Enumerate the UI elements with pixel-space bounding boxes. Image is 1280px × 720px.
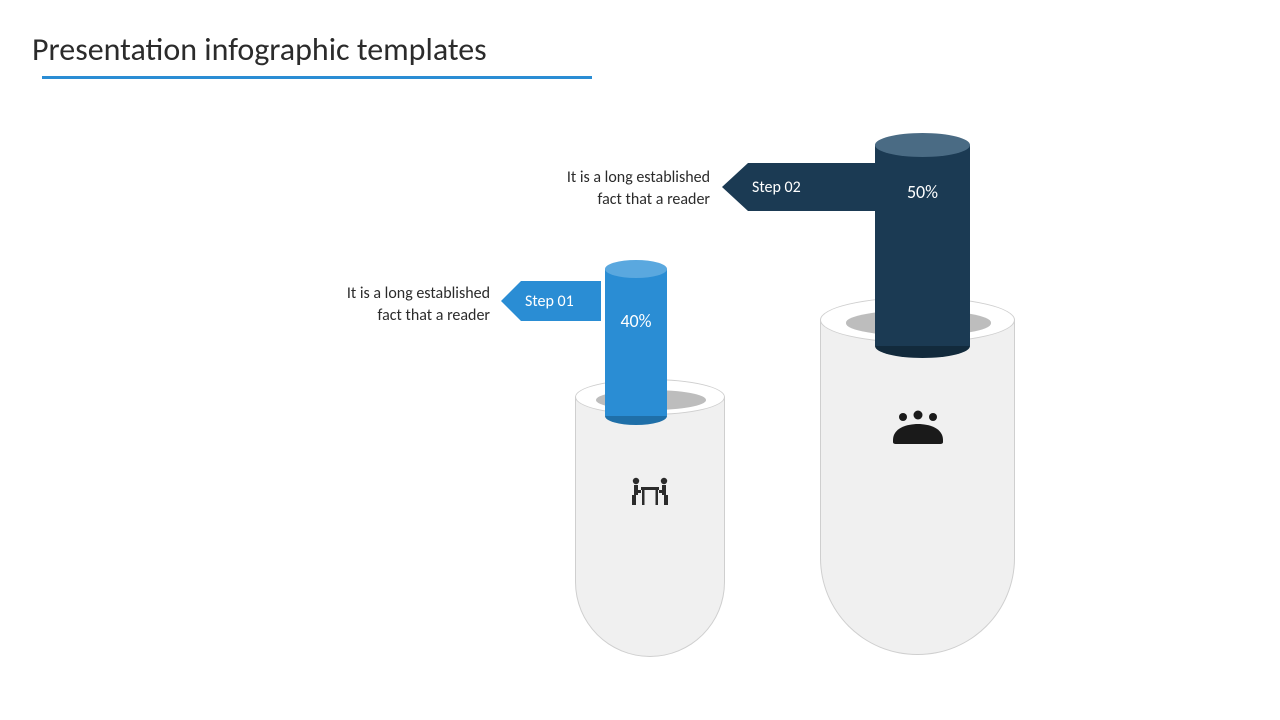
cylinder-body bbox=[875, 145, 970, 346]
tube-step-2 bbox=[820, 320, 1015, 655]
cylinder-top bbox=[605, 260, 667, 278]
percent-label: 50% bbox=[875, 181, 970, 203]
title-underline bbox=[42, 76, 592, 79]
percent-label: 40% bbox=[605, 310, 667, 332]
step-desc-1: It is a long establishedfact that a read… bbox=[280, 283, 490, 326]
cylinder-body bbox=[605, 269, 667, 416]
step-desc-2: It is a long establishedfact that a read… bbox=[490, 167, 710, 210]
tube-step-1 bbox=[575, 397, 725, 657]
step-label-text: Step 01 bbox=[525, 292, 574, 311]
step-label-text: Step 02 bbox=[752, 178, 801, 197]
slide: Presentation infographic templates bbox=[0, 0, 1280, 720]
conference-icon bbox=[821, 410, 1014, 451]
step-label-1: Step 01 bbox=[501, 281, 601, 321]
cylinder-step-1: 40% bbox=[605, 260, 667, 425]
page-title: Presentation infographic templates bbox=[32, 30, 487, 69]
step-label-2: Step 02 bbox=[722, 163, 877, 211]
meeting-desk-icon bbox=[576, 475, 724, 514]
cylinder-step-2: 50% bbox=[875, 133, 970, 358]
cylinder-top bbox=[875, 133, 970, 157]
